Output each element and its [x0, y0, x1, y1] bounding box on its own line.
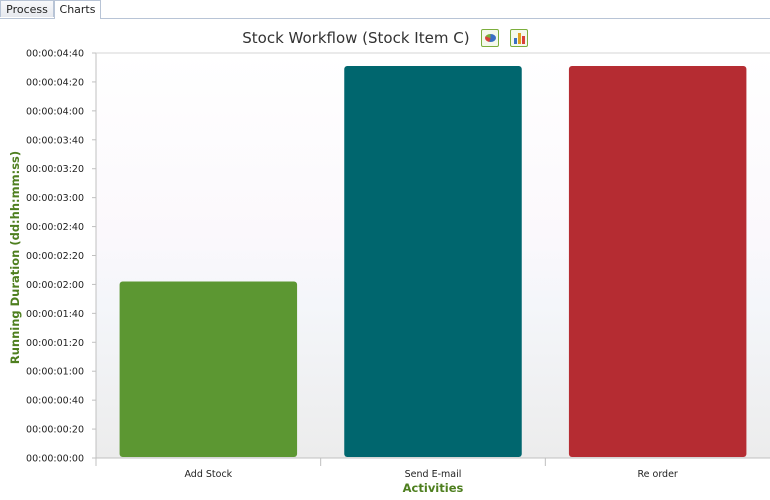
y-tick-label: 00:00:01:20 [26, 338, 84, 349]
bar[interactable] [344, 66, 522, 458]
x-tick-label: Send E-mail [405, 469, 462, 480]
chart-header: Stock Workflow (Stock Item C) [0, 24, 770, 52]
y-tick-label: 00:00:04:00 [26, 106, 84, 117]
y-tick-label: 00:00:03:00 [26, 193, 84, 204]
y-tick-label: 00:00:03:20 [26, 164, 84, 175]
y-tick-label: 00:00:00:40 [26, 396, 84, 407]
y-tick-label: 00:00:02:00 [26, 280, 84, 291]
y-tick-label: 00:00:01:00 [26, 367, 84, 378]
bar-series [119, 66, 747, 458]
y-tick-label: 00:00:00:00 [26, 454, 84, 465]
y-tick-label: 00:00:02:20 [26, 251, 84, 262]
bar-chart-icon [513, 32, 525, 44]
y-axis-label: Running Duration (dd:hh:mm:ss) [8, 151, 22, 364]
x-tick-label: Add Stock [184, 469, 232, 480]
chart-title: Stock Workflow (Stock Item C) [242, 29, 470, 47]
bar-chart-button[interactable] [509, 29, 528, 47]
x-axis: Add Stock Send E-mail Re order [95, 457, 770, 480]
pie-chart-icon [484, 34, 496, 42]
y-tick-label: 00:00:04:40 [26, 49, 84, 60]
tab-process[interactable]: Process [0, 0, 54, 17]
y-tick-label: 00:00:03:40 [26, 135, 84, 146]
y-tick-label: 00:00:04:20 [26, 77, 84, 88]
x-axis-label: Activities [403, 481, 464, 495]
bar[interactable] [119, 281, 298, 457]
y-tick-label: 00:00:02:40 [26, 222, 84, 233]
y-tick-label: 00:00:00:20 [26, 425, 84, 436]
x-tick-label: Re order [637, 469, 677, 480]
tab-bar: Process Charts [0, 0, 770, 19]
pie-chart-button[interactable] [480, 29, 499, 47]
y-tick-label: 00:00:01:40 [26, 309, 84, 320]
bar[interactable] [568, 66, 747, 458]
tab-charts[interactable]: Charts [54, 0, 101, 19]
y-axis: 00:00:00:00 00:00:00:20 00:00:00:40 00:00:0… [26, 49, 97, 465]
